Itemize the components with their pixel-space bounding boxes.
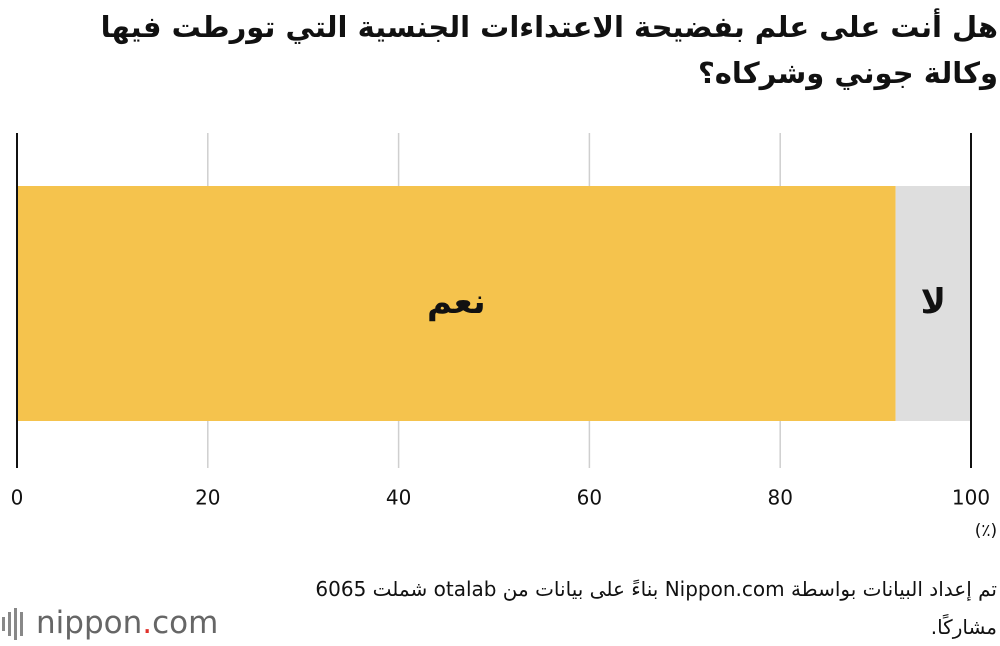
bar-segment [895,186,971,421]
logo: nippon.com [2,605,218,641]
bar-segment [17,186,896,421]
segment-label: لا [921,282,946,322]
logo-text: nippon.com [36,605,218,641]
logo-tld: com [152,605,218,641]
x-tick-label: 0 [11,486,24,510]
logo-icon [8,612,11,636]
segment-label: نعم [427,282,486,322]
logo-icon [14,608,17,640]
x-tick-label: 100 [952,486,990,510]
source-note: تم إعداد البيانات بواسطة Nippon.com بناء… [315,577,997,639]
x-tick-label: 80 [767,486,792,510]
x-tick-label: 40 [386,486,411,510]
chart-title: هل أنت على علم بفضيحة الاعتداءات الجنسية… [100,10,998,90]
logo-icon [2,617,5,631]
x-axis-unit: (٪) [975,521,997,541]
x-tick-label: 60 [577,486,602,510]
logo-dot: . [142,605,152,641]
logo-name: nippon [36,605,142,641]
x-tick-label: 20 [195,486,220,510]
logo-icon [20,612,23,636]
